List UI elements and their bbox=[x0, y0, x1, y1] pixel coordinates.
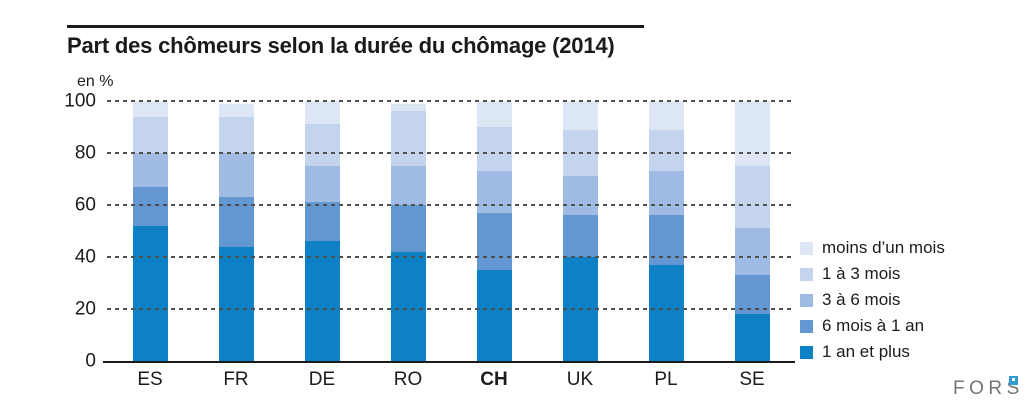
gridline-100 bbox=[107, 100, 795, 102]
x-tick-label-RO: RO bbox=[393, 369, 423, 390]
y-tick-label-100: 100 bbox=[64, 90, 96, 112]
bar-SE-segment-3 à 6 mois bbox=[734, 228, 770, 276]
bar-DE-segment-6 mois à 1 an bbox=[304, 202, 340, 242]
x-tick-label-SE: SE bbox=[739, 369, 765, 390]
x-tick-label-DE: DE bbox=[308, 369, 336, 390]
gridline-20 bbox=[107, 308, 795, 310]
bar-UK-segment-moins d’un mois bbox=[562, 101, 598, 130]
legend-label: 1 an et plus bbox=[822, 342, 910, 361]
legend-swatch-icon bbox=[800, 267, 813, 281]
bar-CH-segment-3 à 6 mois bbox=[476, 171, 512, 213]
bar-PL bbox=[648, 101, 684, 361]
bar-DE-segment-1 an et plus bbox=[304, 241, 340, 361]
y-tick-label-60: 60 bbox=[74, 194, 96, 216]
bar-PL-segment-1 an et plus bbox=[648, 264, 684, 361]
fors-logo-square-icon bbox=[1009, 376, 1018, 385]
bar-ES-segment-1 an et plus bbox=[132, 225, 168, 361]
bar-SE-segment-1 an et plus bbox=[734, 314, 770, 361]
bar-SE-segment-moins d’un mois bbox=[734, 101, 770, 167]
bar-FR-segment-3 à 6 mois bbox=[218, 153, 254, 198]
bar-PL-segment-moins d’un mois bbox=[648, 101, 684, 130]
y-tick-label-20: 20 bbox=[74, 298, 96, 320]
bar-CH-segment-6 mois à 1 an bbox=[476, 212, 512, 270]
bar-RO-segment-1 an et plus bbox=[390, 251, 426, 361]
legend-label: 3 à 6 mois bbox=[822, 290, 901, 309]
x-tick-label-UK: UK bbox=[566, 369, 594, 390]
legend-label: 6 mois à 1 an bbox=[822, 316, 925, 335]
bar-FR-segment-1 à 3 mois bbox=[218, 116, 254, 154]
legend-item: 1 an et plus bbox=[800, 339, 945, 365]
legend-item: 6 mois à 1 an bbox=[800, 313, 945, 339]
gridline-60 bbox=[107, 204, 795, 206]
bar-RO-segment-1 à 3 mois bbox=[390, 111, 426, 167]
y-tick-label-40: 40 bbox=[74, 246, 96, 268]
bar-SE-segment-1 à 3 mois bbox=[734, 166, 770, 229]
x-axis: ES FR DE RO CH UK PL SE bbox=[107, 369, 795, 393]
fors-logo: FORS bbox=[953, 376, 1024, 399]
chart-title: Part des chômeurs selon la durée du chôm… bbox=[67, 33, 615, 58]
bar-UK-segment-6 mois à 1 an bbox=[562, 215, 598, 257]
bar-CH-segment-moins d’un mois bbox=[476, 101, 512, 128]
bar-FR-segment-moins d’un mois bbox=[218, 103, 254, 117]
bar-RO-segment-3 à 6 mois bbox=[390, 166, 426, 206]
bar-SE-segment-6 mois à 1 an bbox=[734, 275, 770, 315]
bar-FR-segment-1 an et plus bbox=[218, 246, 254, 361]
bar-FR bbox=[218, 103, 254, 361]
x-tick-label-PL: PL bbox=[654, 369, 678, 390]
gridline-80 bbox=[107, 152, 795, 154]
bar-UK-segment-3 à 6 mois bbox=[562, 176, 598, 216]
y-tick-label-0: 0 bbox=[85, 350, 96, 372]
bar-PL-segment-1 à 3 mois bbox=[648, 129, 684, 172]
bar-PL-segment-3 à 6 mois bbox=[648, 171, 684, 216]
legend: moins d’un mois 1 à 3 mois 3 à 6 mois 6 moi… bbox=[800, 235, 945, 365]
legend-swatch-icon bbox=[800, 345, 813, 359]
bar-RO bbox=[390, 103, 426, 361]
x-tick-label-CH: CH bbox=[480, 369, 508, 390]
bar-DE-segment-moins d’un mois bbox=[304, 101, 340, 125]
y-axis: 0 20 40 60 80 100 bbox=[41, 92, 96, 371]
bar-RO-segment-6 mois à 1 an bbox=[390, 205, 426, 252]
bar-ES bbox=[132, 101, 168, 361]
bar-CH-segment-1 an et plus bbox=[476, 270, 512, 361]
bar-DE bbox=[304, 101, 340, 361]
y-axis-unit-label: en % bbox=[77, 73, 114, 90]
x-tick-label-ES: ES bbox=[137, 369, 163, 390]
legend-swatch-icon bbox=[800, 319, 813, 333]
bar-DE-segment-3 à 6 mois bbox=[304, 166, 340, 203]
fors-logo-text: FORS bbox=[953, 378, 1024, 399]
bar-ES-segment-3 à 6 mois bbox=[132, 153, 168, 187]
x-axis-line bbox=[103, 361, 795, 363]
legend-item: 1 à 3 mois bbox=[800, 261, 945, 287]
bar-ES-segment-moins d’un mois bbox=[132, 101, 168, 117]
bar-CH-segment-1 à 3 mois bbox=[476, 127, 512, 172]
legend-item: 3 à 6 mois bbox=[800, 287, 945, 313]
bar-UK bbox=[562, 101, 598, 361]
legend-item: moins d’un mois bbox=[800, 235, 945, 261]
legend-swatch-icon bbox=[800, 241, 813, 255]
plot-area bbox=[103, 100, 795, 363]
legend-swatch-icon bbox=[800, 293, 813, 307]
bar-SE bbox=[734, 101, 770, 361]
legend-label: 1 à 3 mois bbox=[822, 264, 901, 283]
title-rule bbox=[67, 25, 644, 28]
bar-ES-segment-6 mois à 1 an bbox=[132, 186, 168, 226]
bar-ES-segment-1 à 3 mois bbox=[132, 116, 168, 154]
bar-DE-segment-1 à 3 mois bbox=[304, 124, 340, 167]
bar-CH bbox=[476, 101, 512, 361]
x-tick-label-FR: FR bbox=[223, 369, 249, 390]
legend-label: moins d’un mois bbox=[822, 238, 945, 257]
gridline-40 bbox=[107, 256, 795, 258]
fors-logo-dot-icon bbox=[1012, 378, 1015, 381]
y-tick-label-80: 80 bbox=[74, 142, 96, 164]
bar-RO-segment-moins d’un mois bbox=[390, 103, 426, 112]
